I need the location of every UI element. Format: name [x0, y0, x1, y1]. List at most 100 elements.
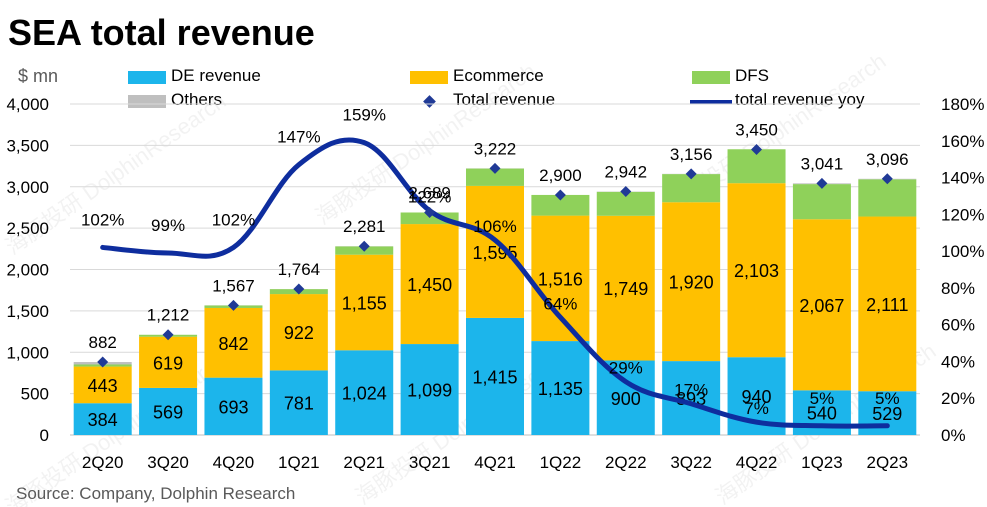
total-revenue-marker	[162, 329, 174, 341]
yoy-data-label: 147%	[277, 128, 320, 147]
bar-ecommerce	[204, 307, 263, 378]
x-tick-label: 2Q22	[605, 453, 647, 472]
data-label-de: 569	[153, 402, 183, 422]
yoy-data-label: 17%	[674, 381, 708, 400]
data-label-de: 529	[872, 404, 902, 424]
y-left-tick-label: 2,500	[6, 219, 49, 238]
data-label-de: 900	[611, 389, 641, 409]
y-left-tick-label: 3,000	[6, 178, 49, 197]
yoy-data-label: 102%	[212, 210, 255, 229]
bar-ecommerce	[139, 336, 198, 388]
x-tick-label: 4Q21	[474, 453, 516, 472]
total-revenue-label: 2,900	[539, 166, 582, 185]
legend-label-ecommerce: Ecommerce	[453, 66, 544, 85]
total-revenue-marker	[554, 189, 566, 201]
legend-label-de: DE revenue	[171, 66, 261, 85]
yoy-data-label: 99%	[151, 216, 185, 235]
data-label-de: 1,024	[342, 384, 387, 404]
data-label-ecommerce: 1,155	[342, 293, 387, 313]
data-label-ecommerce: 922	[284, 323, 314, 343]
x-tick-label: 4Q20	[213, 453, 255, 472]
bar-dfs	[596, 191, 655, 216]
bar-de	[73, 403, 132, 435]
data-label-de: 540	[807, 404, 837, 424]
x-tick-label: 3Q21	[409, 453, 451, 472]
total-revenue-label: 3,450	[735, 121, 778, 140]
y-left-tick-label: 1,500	[6, 302, 49, 321]
source-note: Source: Company, Dolphin Research	[16, 484, 296, 503]
y-left-tick-label: 500	[21, 385, 49, 404]
total-revenue-label: 2,689	[408, 183, 451, 202]
bar-ecommerce	[858, 216, 917, 392]
y-left-tick-label: 2,000	[6, 261, 49, 280]
total-revenue-marker	[685, 168, 697, 180]
data-label-de: 940	[742, 387, 772, 407]
bar-ecommerce	[466, 185, 524, 318]
bar-ecommerce	[269, 294, 328, 371]
bar-de	[400, 344, 459, 435]
yoy-data-label: 7%	[744, 399, 769, 418]
y-right-tick-label: 120%	[941, 205, 984, 224]
y-right-tick-label: 40%	[941, 352, 975, 371]
total-revenue-marker	[358, 240, 370, 252]
bar-ecommerce	[400, 224, 459, 345]
legend-swatch-ecommerce	[410, 71, 448, 84]
total-revenue-marker	[620, 186, 632, 198]
bar-de	[335, 350, 394, 435]
bar-ecommerce	[335, 254, 394, 351]
data-label-de: 384	[88, 410, 118, 430]
bar-ecommerce	[792, 219, 851, 391]
legend-label-dfs: DFS	[735, 66, 769, 85]
yoy-data-label: 122%	[408, 188, 451, 207]
yoy-data-label: 29%	[609, 359, 643, 378]
x-tick-label: 3Q20	[147, 453, 189, 472]
y-left-tick-label: 3,500	[6, 136, 49, 155]
y-right-tick-label: 160%	[941, 132, 984, 151]
data-label-ecommerce: 1,450	[407, 275, 452, 295]
bar-de	[269, 370, 328, 435]
x-tick-label: 1Q21	[278, 453, 320, 472]
x-tick-label: 2Q20	[82, 453, 124, 472]
x-tick-label: 1Q22	[540, 453, 582, 472]
legend-swatch-de	[128, 71, 166, 84]
yoy-data-label: 5%	[875, 389, 900, 408]
bar-de	[139, 387, 198, 435]
data-label-ecommerce: 619	[153, 353, 183, 373]
y-left-tick-label: 0	[40, 426, 49, 445]
data-label-de: 1,099	[407, 381, 452, 401]
total-revenue-marker	[881, 173, 893, 185]
bar-dfs	[858, 179, 917, 217]
y-right-tick-label: 140%	[941, 169, 984, 188]
legend-swatch-others	[128, 95, 166, 108]
bar-dfs	[400, 212, 459, 225]
total-revenue-label: 2,942	[604, 163, 647, 182]
y-right-tick-label: 80%	[941, 279, 975, 298]
bar-de	[596, 360, 655, 435]
bar-ecommerce	[596, 215, 655, 361]
bar-de	[531, 341, 590, 435]
legend-line-yoy	[690, 100, 732, 104]
data-label-ecommerce: 1,516	[538, 269, 583, 289]
total-revenue-marker	[293, 283, 305, 295]
total-revenue-marker	[424, 206, 436, 218]
y-axis-unit-label: $ mn	[18, 66, 59, 86]
total-revenue-marker	[489, 162, 501, 174]
bar-de	[204, 377, 263, 435]
data-label-de: 693	[218, 397, 248, 417]
data-label-ecommerce: 443	[88, 376, 118, 396]
total-revenue-label: 3,041	[801, 154, 844, 173]
x-tick-label: 2Q21	[343, 453, 385, 472]
total-revenue-marker	[97, 356, 109, 368]
data-label-ecommerce: 842	[218, 334, 248, 354]
bar-dfs	[466, 168, 524, 186]
x-tick-label: 1Q23	[801, 453, 843, 472]
total-revenue-label: 3,096	[866, 150, 909, 169]
y-right-tick-label: 20%	[941, 389, 975, 408]
data-label-ecommerce: 1,749	[603, 279, 648, 299]
yoy-line	[100, 137, 890, 429]
total-revenue-label: 3,222	[474, 139, 517, 158]
bar-de	[466, 317, 524, 435]
data-label-ecommerce: 2,067	[799, 296, 844, 316]
total-revenue-label: 2,281	[343, 217, 386, 236]
